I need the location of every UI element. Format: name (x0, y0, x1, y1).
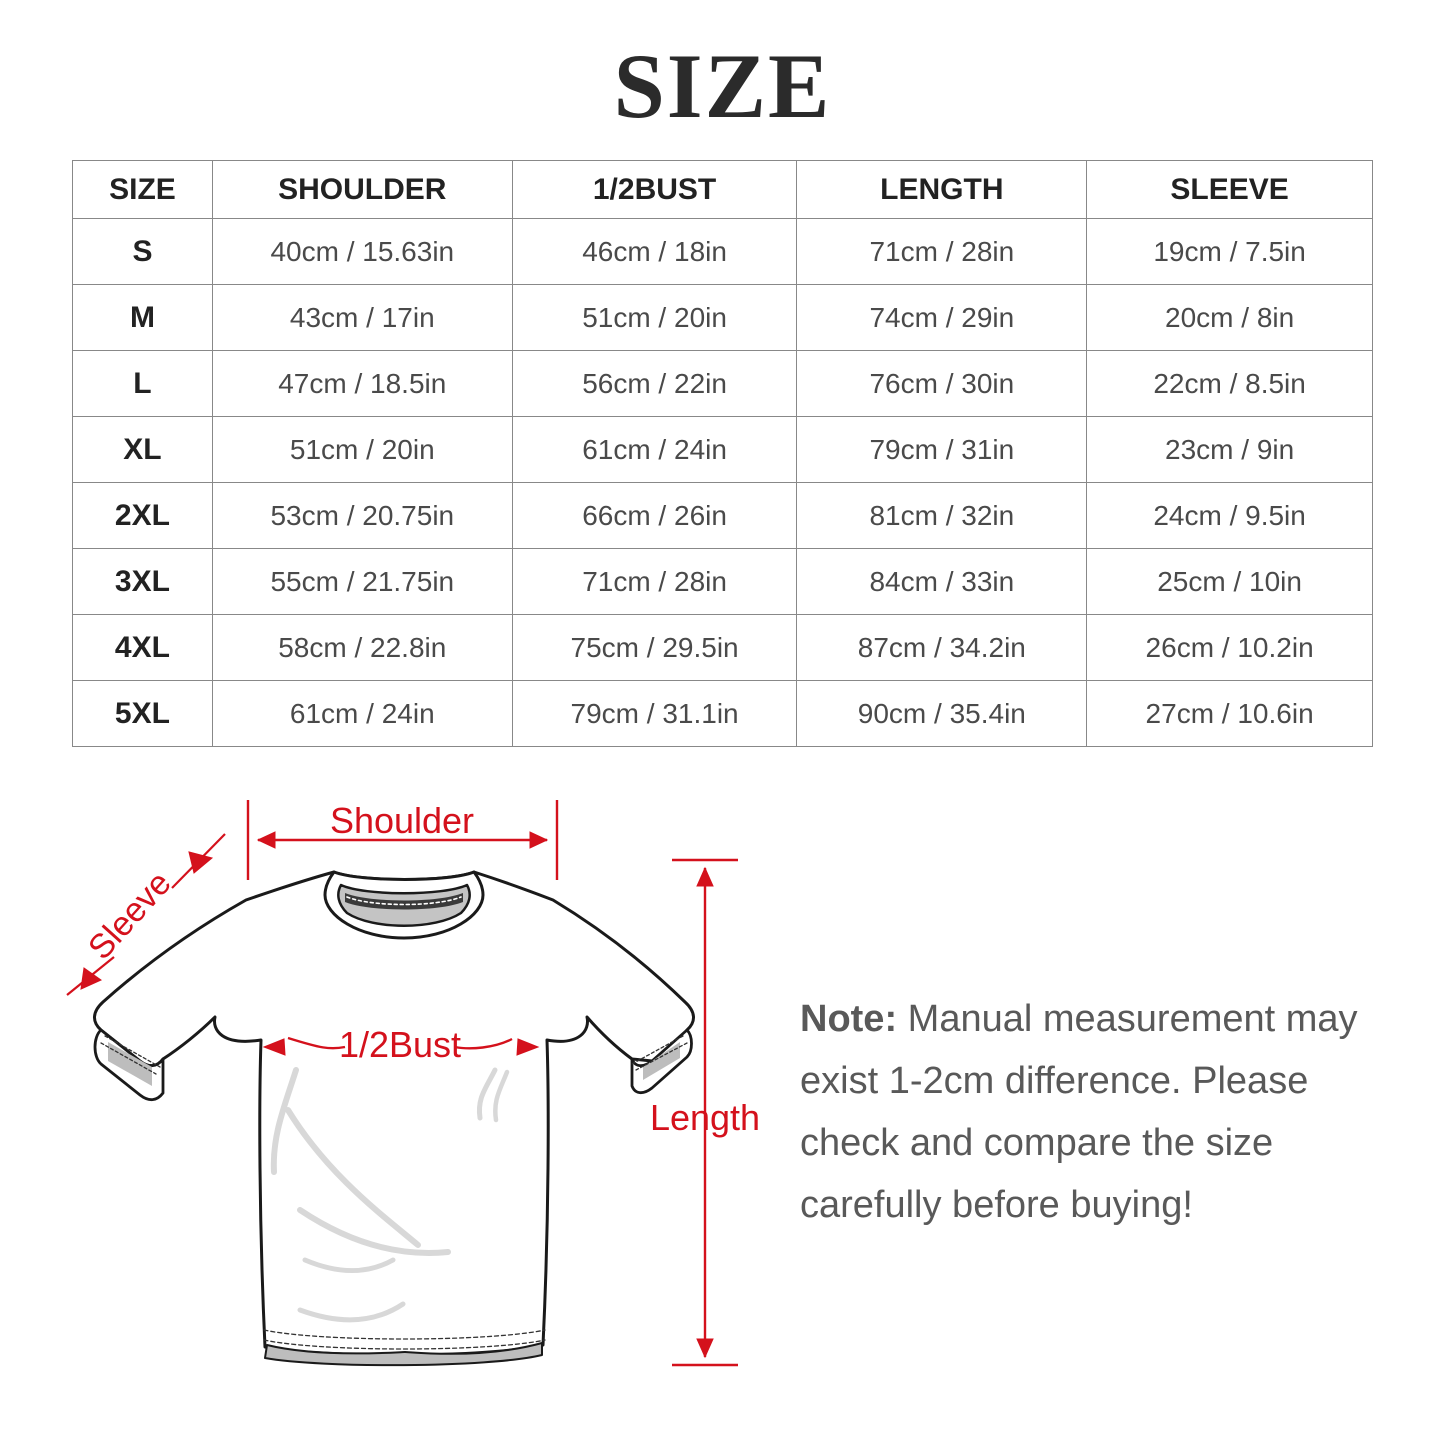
svg-text:1/2Bust: 1/2Bust (339, 1024, 461, 1065)
svg-text:Length: Length (650, 1097, 760, 1138)
svg-text:Shoulder: Shoulder (330, 800, 474, 841)
